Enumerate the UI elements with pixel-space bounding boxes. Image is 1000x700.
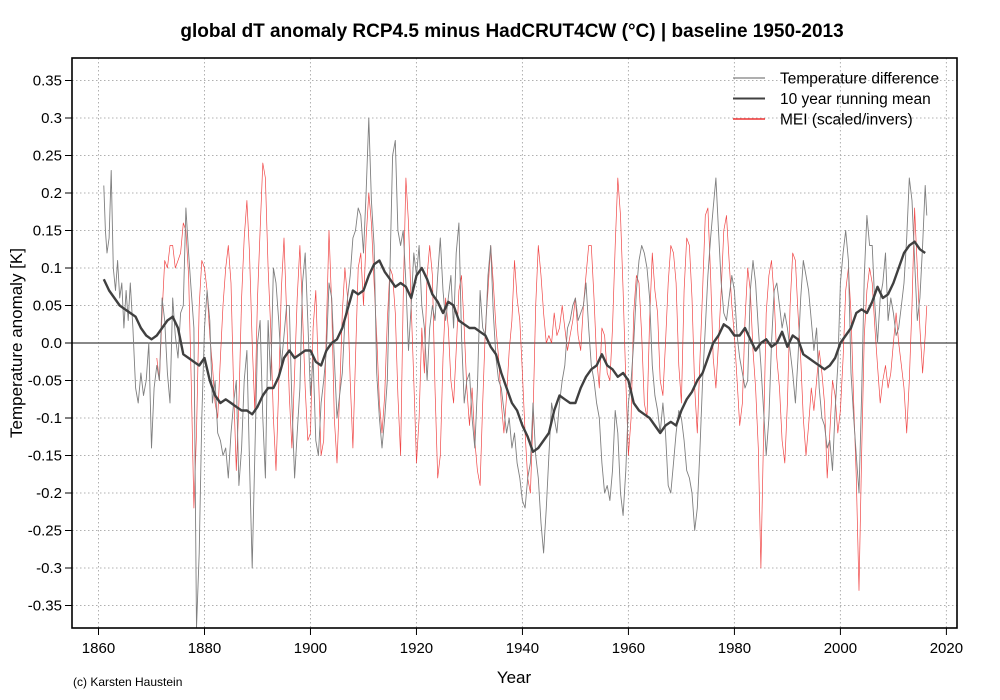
y-tick-label: -0.35 — [28, 598, 62, 615]
chart-title: global dT anomaly RCP4.5 minus HadCRUT4C… — [180, 21, 843, 42]
y-tick-label: -0.15 — [28, 448, 62, 465]
y-tick-label: 0.3 — [41, 110, 62, 127]
y-tick-label: -0.1 — [36, 410, 62, 427]
x-tick-label: 1920 — [400, 640, 433, 657]
x-tick-label: 1940 — [506, 640, 539, 657]
y-tick-label: -0.25 — [28, 523, 62, 540]
legend-label: MEI (scaled/invers) — [780, 112, 913, 129]
y-tick-label: -0.05 — [28, 373, 62, 390]
y-axis: 0.35 0.3 0.25 0.2 0.15 0.1 0.05 0.0 -0.05 -0.1 -0.… — [28, 73, 72, 615]
y-tick-label: 0.15 — [33, 223, 62, 240]
legend: Temperature difference 10 year running me… — [733, 71, 939, 129]
y-tick-label: -0.3 — [36, 560, 62, 577]
y-tick-label: -0.2 — [36, 485, 62, 502]
series-line-mei-scaled-invers — [156, 162, 928, 591]
y-tick-label: 0.25 — [33, 148, 62, 165]
credit-text: (c) Karsten Haustein — [73, 675, 182, 689]
series-line-temperature-difference — [103, 117, 928, 629]
x-tick-label: 1980 — [718, 640, 751, 657]
series-layer — [102, 117, 928, 629]
y-tick-label: 0.35 — [33, 73, 62, 90]
y-tick-label: 0.05 — [33, 298, 62, 315]
x-axis-label: Year — [497, 668, 532, 687]
legend-label: 10 year running mean — [780, 91, 931, 108]
y-tick-label: 0.1 — [41, 260, 62, 277]
x-tick-label: 1860 — [82, 640, 115, 657]
x-tick-label: 2000 — [824, 640, 857, 657]
series-line-10-year-running-mean — [102, 240, 926, 453]
y-axis-label: Temperature anomaly [K] — [7, 248, 26, 438]
x-tick-label: 2020 — [930, 640, 963, 657]
x-tick-label: 1960 — [612, 640, 645, 657]
x-tick-label: 1900 — [294, 640, 327, 657]
x-tick-label: 1880 — [188, 640, 221, 657]
x-axis: 1860 1880 1900 1920 1940 1960 1980 2000 2020 — [82, 628, 963, 657]
y-tick-label: 0.0 — [41, 335, 62, 352]
legend-label: Temperature difference — [780, 71, 939, 88]
y-tick-label: 0.2 — [41, 185, 62, 202]
